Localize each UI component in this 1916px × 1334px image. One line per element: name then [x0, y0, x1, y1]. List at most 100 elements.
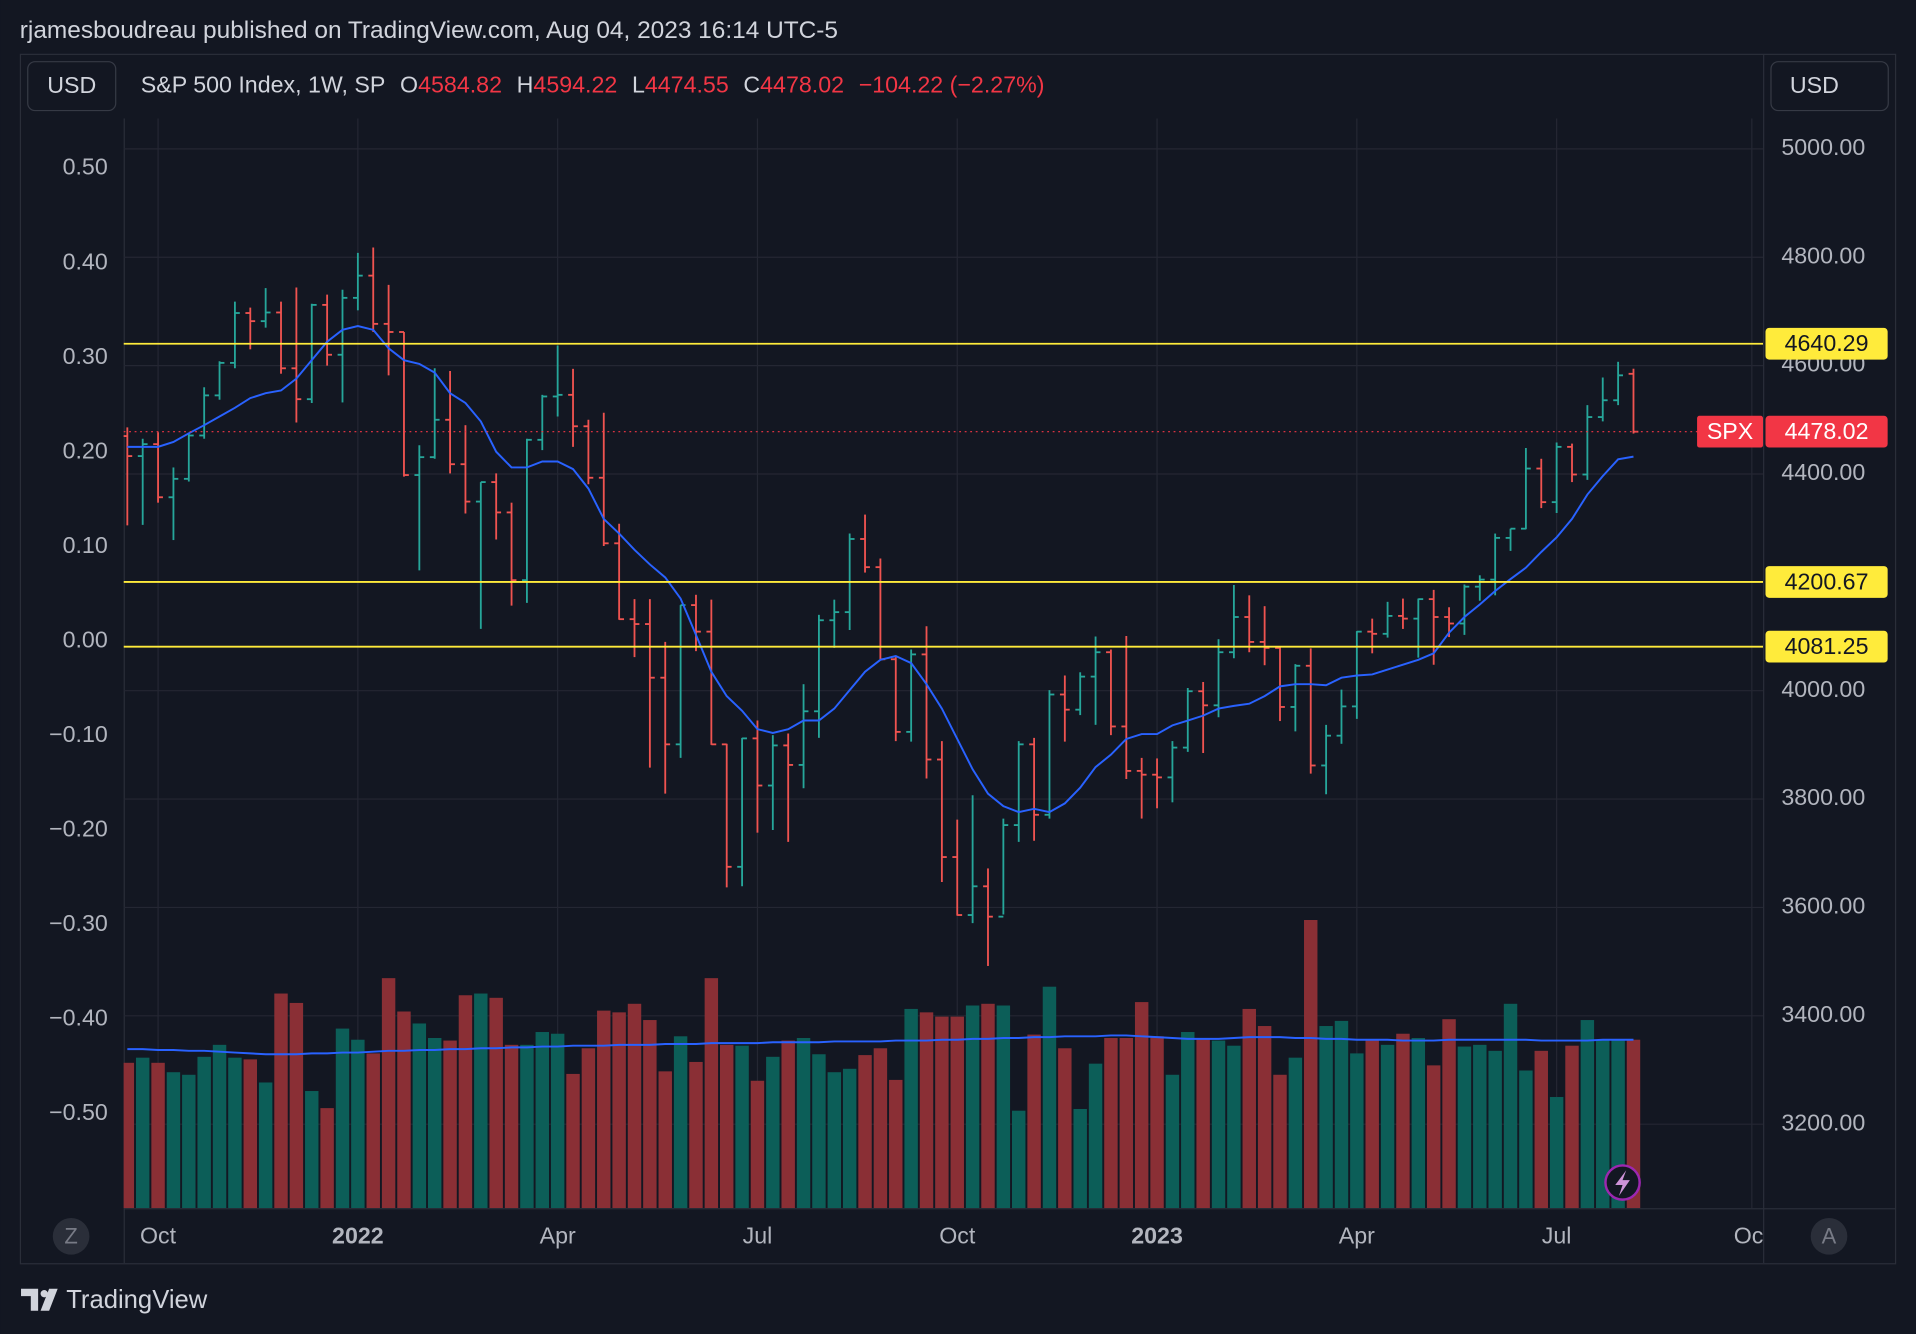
- y2-tick-label: −0.50: [49, 1099, 108, 1125]
- volume-bar: [627, 1003, 642, 1209]
- x-tick-label: Jul: [743, 1223, 773, 1249]
- currency-label: USD: [1790, 72, 1839, 98]
- y2-tick-label: −0.30: [49, 910, 108, 936]
- volume-bar: [1549, 1097, 1564, 1209]
- volume-bar: [427, 1038, 442, 1209]
- volume-bar: [1227, 1045, 1241, 1209]
- volume-bar: [1365, 1039, 1379, 1209]
- y-tick-label: 4800.00: [1781, 242, 1865, 268]
- x-tick-label: 2023: [1131, 1223, 1183, 1249]
- volume-bar: [781, 1040, 795, 1209]
- currency-button[interactable]: [27, 61, 117, 112]
- y2-tick-label: −0.20: [49, 816, 108, 842]
- level-label: 4640.29: [1785, 330, 1869, 356]
- volume-bar: [1411, 1038, 1426, 1209]
- volume-bar: [1042, 986, 1057, 1209]
- volume-bar: [274, 993, 288, 1209]
- volume-bar: [612, 1012, 626, 1209]
- volume-bar: [689, 1061, 703, 1209]
- volume-bar: [750, 1080, 765, 1209]
- volume-bar: [458, 995, 473, 1209]
- y2-tick-label: 0.30: [63, 343, 108, 369]
- volume-bar: [166, 1072, 181, 1209]
- level-tag: [1765, 327, 1888, 360]
- volume-bar: [1396, 1033, 1410, 1209]
- x-tick-label: Apr: [540, 1223, 576, 1249]
- auto-label: A: [1822, 1223, 1837, 1248]
- zoom-button[interactable]: [52, 1217, 90, 1255]
- volume-bar: [981, 1003, 995, 1209]
- volume-bar: [889, 1079, 903, 1209]
- brand-logo-dot: [40, 1290, 48, 1298]
- volume-bar: [1273, 1074, 1287, 1209]
- x-tick-label: Oct: [140, 1223, 177, 1249]
- volume-bar: [904, 1008, 918, 1209]
- volume-bar: [1165, 1074, 1180, 1209]
- volume-bar: [935, 1016, 949, 1209]
- volume-bar: [858, 1055, 872, 1209]
- auto-button[interactable]: [1810, 1217, 1848, 1255]
- volume-bar: [1304, 919, 1318, 1209]
- volume-bar: [704, 978, 719, 1209]
- volume-bar: [827, 1072, 842, 1209]
- y2-tick-label: 0.40: [63, 248, 108, 274]
- symbol-title: S&P 500 Index, 1W, SP: [141, 72, 386, 98]
- y-tick-label: 3600.00: [1781, 893, 1865, 919]
- volume-bar: [1073, 1108, 1087, 1209]
- y-tick-label: 3400.00: [1781, 1001, 1865, 1027]
- volume-bar: [258, 1082, 273, 1209]
- volume-bar: [1211, 1040, 1226, 1209]
- volume-bar: [1058, 1048, 1072, 1209]
- volume-bar: [1519, 1070, 1533, 1209]
- volume-bar: [135, 1057, 150, 1209]
- volume-bar: [212, 1044, 227, 1209]
- volume-bar: [1473, 1044, 1487, 1209]
- level-tag: [1765, 566, 1888, 598]
- volume-bar: [673, 1036, 688, 1209]
- volume-bar: [243, 1059, 257, 1209]
- axes: 3200.00 3400.00 3600.00 3800.00 4000.00 4400.…: [49, 134, 1888, 1135]
- legend-value: 4474.55: [645, 72, 729, 98]
- volume-bar: [996, 1005, 1011, 1209]
- volume-bar: [1104, 1038, 1118, 1209]
- price-label: 4478.02: [1785, 418, 1869, 444]
- y-tick-label: 4400.00: [1781, 459, 1865, 485]
- volume-bar: [796, 1038, 811, 1209]
- y-tick-label: 5000.00: [1781, 134, 1865, 160]
- volume-bar: [1350, 1053, 1364, 1209]
- volume-bar: [550, 1033, 565, 1209]
- legend: S&P 500 Index, 1W, SP O4584.82 H4594.22 L44…: [141, 72, 1045, 98]
- volume-bar: [1503, 1003, 1518, 1209]
- publisher: rjamesboudreau published on TradingView.…: [20, 17, 838, 44]
- volume-bar: [228, 1057, 242, 1209]
- legend-key: O: [400, 72, 418, 98]
- volume-bar: [1442, 1019, 1456, 1209]
- legend-key: H: [517, 72, 534, 98]
- x-tick-label: Oct: [1734, 1223, 1771, 1249]
- volume-bar: [1181, 1032, 1195, 1209]
- symbol-tag: [1697, 415, 1764, 448]
- volume-bar: [1088, 1063, 1103, 1209]
- volume-bar: [766, 1056, 780, 1209]
- volume-bar: [520, 1044, 534, 1209]
- volume-bar: [1534, 1050, 1548, 1209]
- volume-bar: [289, 1002, 304, 1209]
- volume-bar: [1334, 1020, 1349, 1209]
- volume-bar: [305, 1091, 319, 1209]
- volume-bar: [535, 1032, 550, 1209]
- currency-button[interactable]: [1770, 61, 1889, 112]
- plot-area: [123, 118, 1764, 1209]
- volume-bar: [489, 997, 503, 1209]
- legend-value: 4584.82: [418, 72, 502, 98]
- volume-bar: [504, 1044, 519, 1209]
- volume-bar: [581, 1048, 596, 1209]
- brand: TradingView: [66, 1286, 208, 1314]
- x-tick-label: Jul: [1542, 1223, 1572, 1249]
- volume-bar: [842, 1068, 857, 1209]
- volume-bar: [1596, 1039, 1610, 1209]
- volume-bar: [1580, 1020, 1595, 1209]
- volume-bar: [320, 1108, 334, 1209]
- volume-bar: [1196, 1038, 1210, 1209]
